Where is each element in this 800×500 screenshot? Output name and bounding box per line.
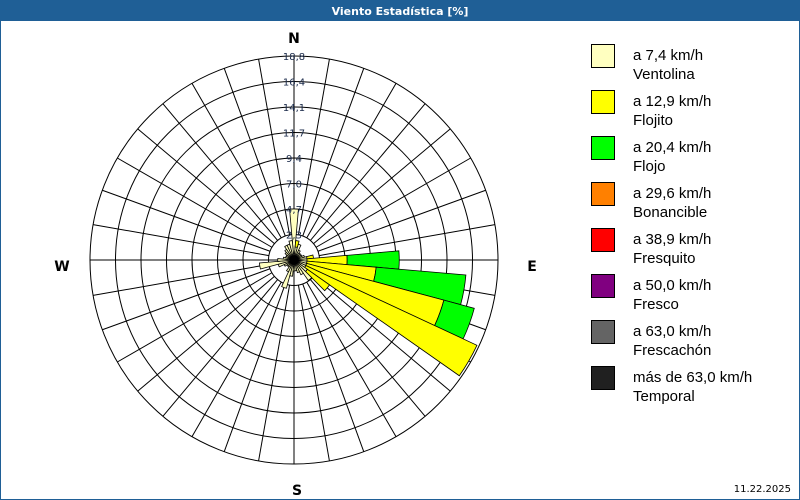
sector-bar-120-flojito xyxy=(304,264,478,377)
radial-line xyxy=(258,59,291,235)
legend-range: más de 63,0 km/h xyxy=(633,369,753,386)
legend-range: a 50,0 km/h xyxy=(633,277,712,294)
legend-swatch xyxy=(591,320,615,344)
radial-line xyxy=(93,263,269,296)
sector-bar-10-flojito xyxy=(294,240,300,248)
radial-line xyxy=(93,224,269,257)
legend-range: a 63,0 km/h xyxy=(633,323,712,340)
legend-range: a 20,4 km/h xyxy=(633,139,712,156)
compass-label-s: S xyxy=(292,483,302,499)
ring-label: 9,4 xyxy=(286,154,302,165)
radial-line xyxy=(137,276,275,392)
radial-line xyxy=(310,279,426,417)
sector-bar-140-ventolina xyxy=(293,259,313,282)
radial-line xyxy=(117,157,273,248)
compass-label-e: E xyxy=(527,259,537,275)
legend-range: a 38,9 km/h xyxy=(633,231,712,248)
legend-name: Fresquito xyxy=(633,250,696,267)
radial-line xyxy=(297,59,330,235)
radial-line xyxy=(162,103,278,241)
radial-line xyxy=(297,285,330,461)
ring-label: 7,0 xyxy=(286,180,302,191)
ring-label: 14,1 xyxy=(283,103,305,114)
legend-swatch xyxy=(591,274,615,298)
radial-line xyxy=(306,83,397,239)
radial-line xyxy=(317,189,486,252)
sector-bar-130-flojito xyxy=(304,268,331,292)
compass-label-n: N xyxy=(288,31,300,47)
legend-range: a 12,9 km/h xyxy=(633,93,712,110)
title-bar: Viento Estadística [%] xyxy=(1,1,799,21)
radial-line xyxy=(102,268,271,331)
legend-text: a 63,0 km/h Frescachón xyxy=(633,322,711,360)
compass-label-w: W xyxy=(54,259,69,275)
radial-line xyxy=(306,281,397,437)
date-label: 11.22.2025 xyxy=(733,484,791,495)
legend-text: a 29,6 km/h Bonancible xyxy=(633,184,711,222)
legend-text: más de 63,0 km/h Temporal xyxy=(633,368,752,406)
legend-name: Frescachón xyxy=(633,342,712,359)
radial-line xyxy=(302,68,365,237)
legend-name: Flojito xyxy=(633,112,674,129)
radial-line xyxy=(313,276,451,392)
radial-line xyxy=(313,128,451,244)
legend-text: a 38,9 km/h Fresquito xyxy=(633,230,711,268)
radial-line xyxy=(258,285,291,461)
legend-range: a 29,6 km/h xyxy=(633,185,712,202)
radial-line xyxy=(310,103,426,241)
legend-range: a 7,4 km/h xyxy=(633,47,704,64)
legend-swatch xyxy=(591,44,615,68)
legend-name: Temporal xyxy=(633,388,695,405)
ring-label: 18,8 xyxy=(283,52,305,63)
ring-label: 4,7 xyxy=(286,205,302,216)
legend-swatch xyxy=(591,182,615,206)
legend-swatch xyxy=(591,136,615,160)
radial-line xyxy=(191,83,282,239)
legend-text: a 12,9 km/h Flojito xyxy=(633,92,711,130)
radial-line xyxy=(162,279,278,417)
legend-text: a 20,4 km/h Flojo xyxy=(633,138,711,176)
legend-name: Flojo xyxy=(633,158,666,175)
legend-text: a 7,4 km/h Ventolina xyxy=(633,46,703,84)
legend-name: Fresco xyxy=(633,296,679,313)
radial-line xyxy=(223,68,286,237)
legend-name: Bonancible xyxy=(633,204,708,221)
legend-swatch xyxy=(591,228,615,252)
radial-line xyxy=(319,224,495,257)
legend-name: Ventolina xyxy=(633,66,695,83)
center-dot xyxy=(290,256,298,264)
radial-line xyxy=(302,283,365,452)
radial-line xyxy=(223,283,286,452)
sector-bar-260-ventolina xyxy=(258,259,295,270)
sector-bar-150-ventolina xyxy=(293,259,304,276)
radial-line xyxy=(191,281,282,437)
ring-label: 11,7 xyxy=(283,129,305,140)
ring-label: 2,3 xyxy=(286,231,302,242)
sector-bar-350-ventolina xyxy=(288,240,295,261)
sector-bar-270-ventolina xyxy=(277,258,295,262)
legend-swatch xyxy=(591,366,615,390)
legend-swatch xyxy=(591,90,615,114)
radial-line xyxy=(315,157,471,248)
sector-bar-0-ventolina xyxy=(289,208,299,261)
radial-line xyxy=(137,128,275,244)
ring-label: 16,4 xyxy=(283,78,305,89)
radial-line xyxy=(102,189,271,252)
radial-line xyxy=(117,272,273,363)
legend-text: a 50,0 km/h Fresco xyxy=(633,276,711,314)
